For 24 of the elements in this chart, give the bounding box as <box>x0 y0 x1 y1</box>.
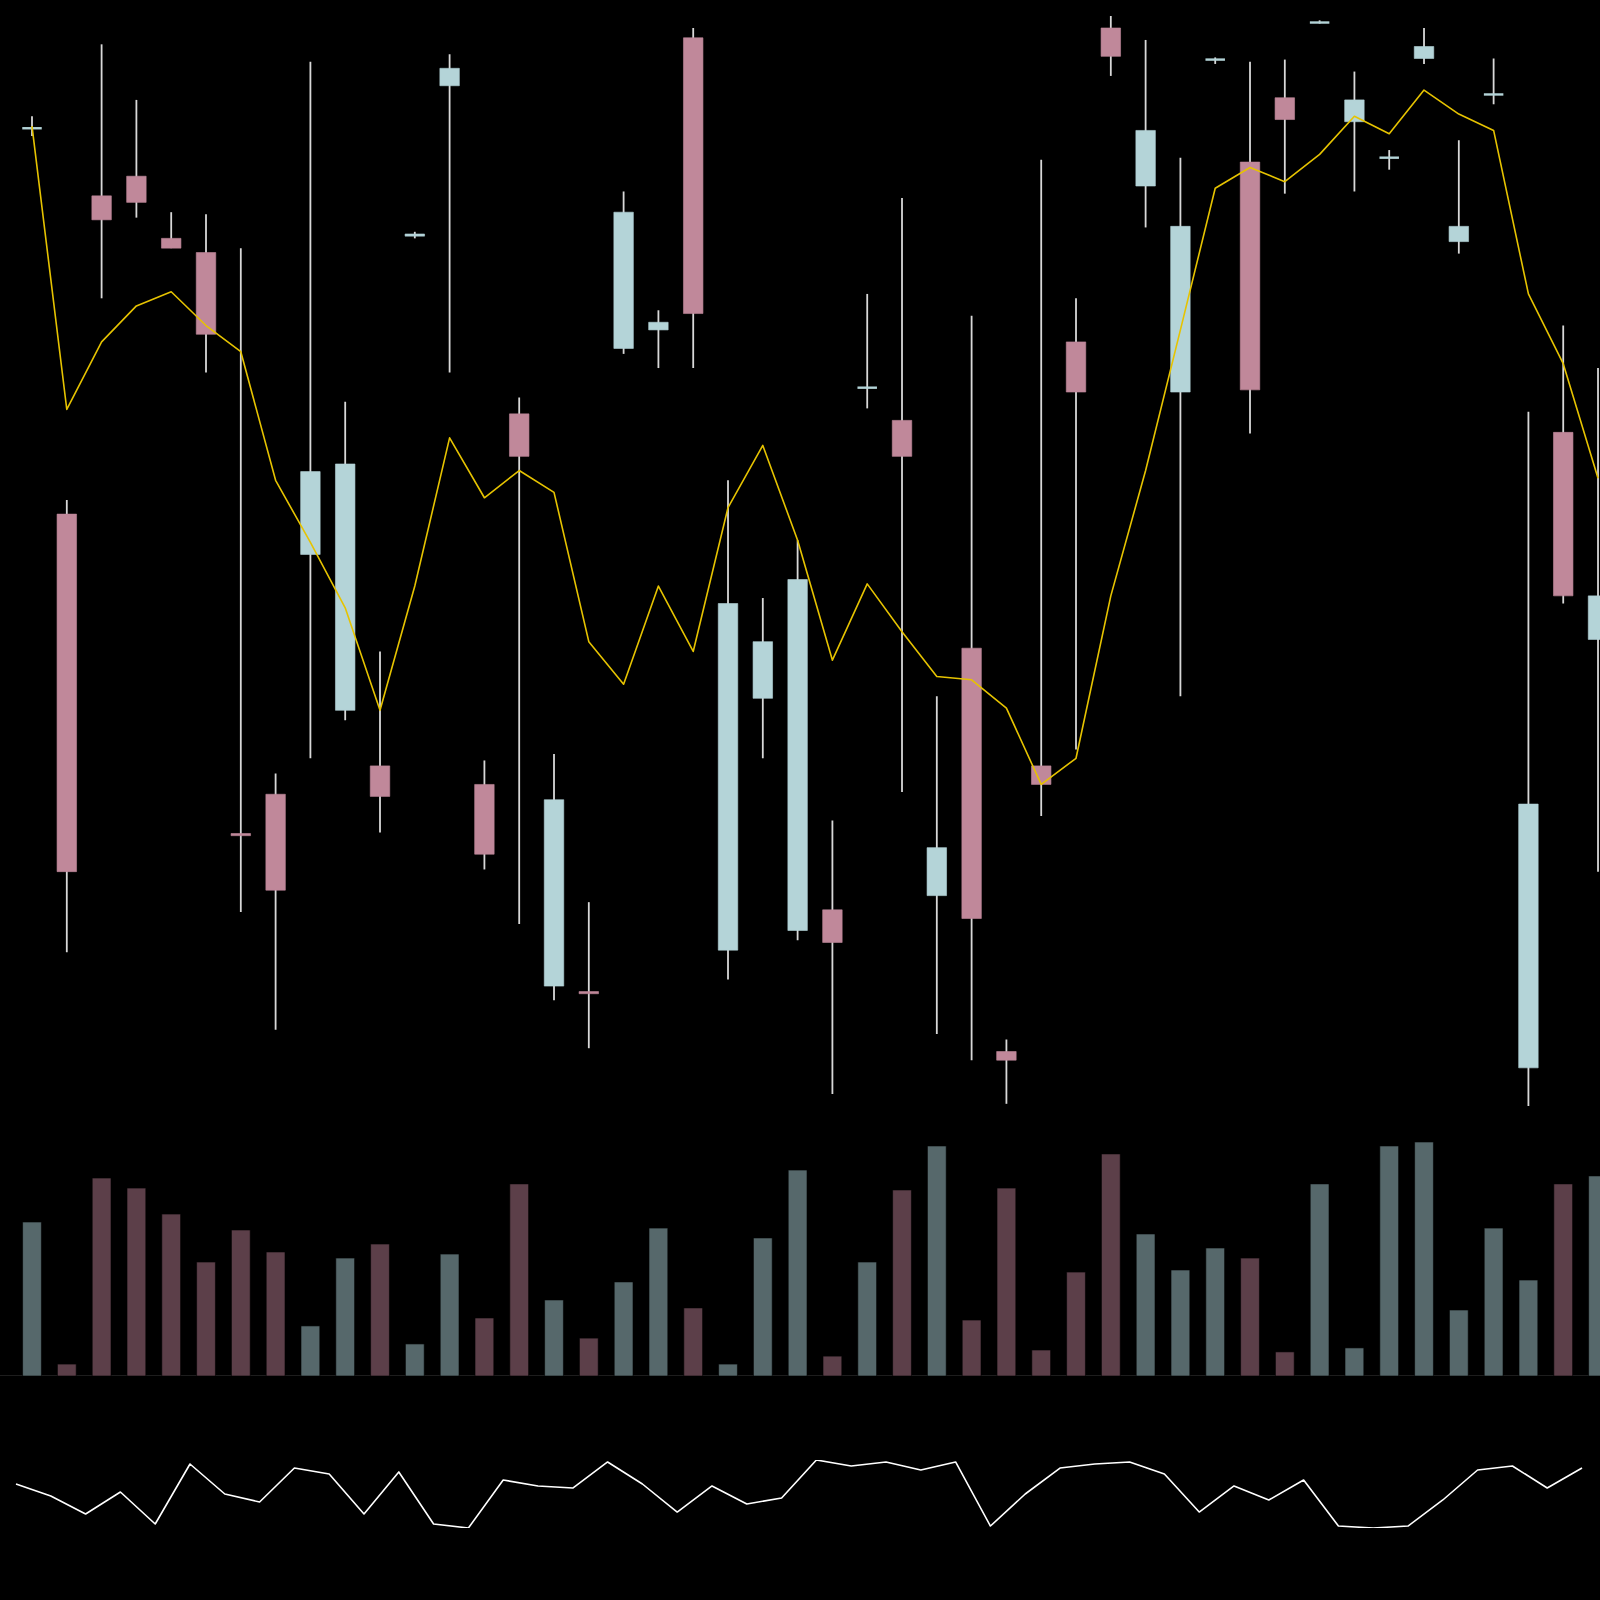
candlestick <box>1378 149 1401 171</box>
candlestick <box>926 695 947 1035</box>
candlestick <box>996 1038 1017 1105</box>
candlestick <box>822 819 843 1095</box>
candlestick <box>21 115 43 137</box>
candlestick <box>1274 58 1295 195</box>
candlestick <box>856 293 879 410</box>
candlestick <box>891 197 913 793</box>
candlestick <box>126 99 147 219</box>
candlestick <box>509 396 530 925</box>
candlestick <box>91 43 112 300</box>
candlestick <box>1448 139 1469 255</box>
candlestick <box>439 53 460 374</box>
candlestick <box>1344 70 1365 193</box>
candlestick <box>1413 27 1435 65</box>
candlestick <box>1031 158 1052 817</box>
candlestick <box>1100 15 1121 77</box>
candlestick <box>369 650 391 834</box>
candlestick <box>648 309 669 369</box>
candlestick <box>161 211 182 250</box>
candlestick <box>1482 57 1505 106</box>
candlestick <box>230 247 251 913</box>
candlestick <box>1065 297 1087 751</box>
candlestick <box>578 901 599 1050</box>
